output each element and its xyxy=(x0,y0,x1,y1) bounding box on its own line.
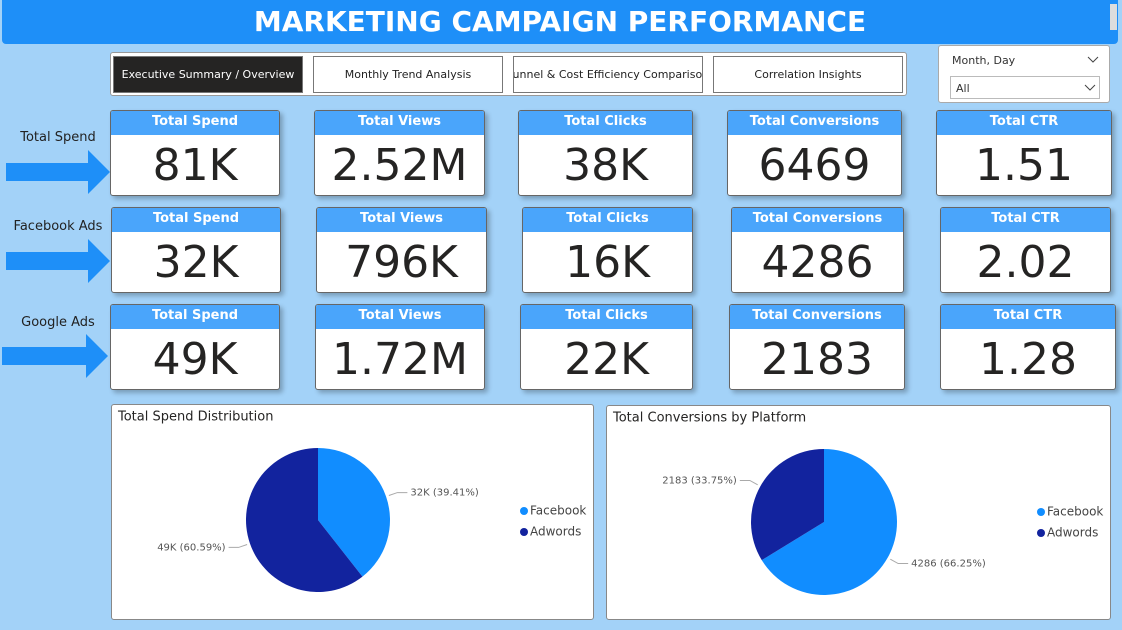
data-label: 2183 (33.75%) xyxy=(662,475,737,486)
kpi-title: Total Spend xyxy=(111,111,279,135)
tab[interactable]: Correlation Insights xyxy=(713,56,903,93)
kpi-value: 796K xyxy=(345,237,458,288)
slicer: Month, Day All xyxy=(938,45,1110,103)
kpi-title: Total Clicks xyxy=(519,111,692,135)
kpi-value: 2183 xyxy=(761,334,873,385)
kpi-card: Total Views 2.52M xyxy=(314,110,485,196)
kpi-card: Total CTR 2.02 xyxy=(940,207,1111,293)
slicer-value: All xyxy=(956,82,970,95)
kpi-title: Total Views xyxy=(316,305,484,329)
kpi-card: Total Spend 81K xyxy=(110,110,280,196)
legend-marker xyxy=(520,528,528,536)
kpi-title: Total Clicks xyxy=(523,208,692,232)
tab-bar: Executive Summary / Overview Monthly Tre… xyxy=(110,52,907,96)
kpi-title: Total Views xyxy=(317,208,486,232)
kpi-value: 81K xyxy=(152,140,238,191)
pie-slice xyxy=(751,449,824,561)
slicer-label: Month, Day xyxy=(952,54,1016,67)
legend-label: Facebook xyxy=(1047,505,1103,519)
leader-line xyxy=(739,479,758,486)
kpi-value: 49K xyxy=(152,334,238,385)
row-label: Facebook Ads xyxy=(13,219,103,234)
kpi-value: 1.28 xyxy=(979,334,1077,385)
tab[interactable]: Monthly Trend Analysis xyxy=(313,56,503,93)
kpi-card: Total Views 796K xyxy=(316,207,487,293)
tab[interactable]: Funnel & Cost Efficiency Comparison xyxy=(513,56,703,93)
data-label: 32K (39.41%) xyxy=(410,488,478,499)
data-label: 4286 (66.25%) xyxy=(911,559,986,570)
kpi-value: 16K xyxy=(565,237,650,288)
legend-label: Facebook xyxy=(530,504,586,518)
arrow xyxy=(6,239,110,283)
kpi-value: 2.02 xyxy=(976,237,1075,288)
kpi-card: Total Clicks 16K xyxy=(522,207,693,293)
kpi-card: Total Views 1.72M xyxy=(315,304,485,390)
kpi-card: Total Clicks 22K xyxy=(520,304,693,390)
kpi-value: 38K xyxy=(563,140,648,191)
kpi-title: Total CTR xyxy=(937,111,1111,135)
kpi-card: Total Clicks 38K xyxy=(518,110,693,196)
slicer-dropdown[interactable]: All xyxy=(950,76,1100,99)
kpi-value: 2.52M xyxy=(331,140,468,191)
kpi-card: Total Conversions 4286 xyxy=(731,207,904,293)
row-label: Google Ads xyxy=(21,315,95,330)
data-label: 49K (60.59%) xyxy=(157,542,225,553)
pie-slice xyxy=(318,448,390,577)
kpi-card: Total Conversions 2183 xyxy=(729,304,905,390)
kpi-title: Total CTR xyxy=(941,208,1110,232)
kpi-value: 4286 xyxy=(761,237,874,288)
row-label: Total Spend xyxy=(20,130,96,145)
kpi-title: Total Spend xyxy=(112,208,280,232)
kpi-card: Total CTR 1.51 xyxy=(936,110,1112,196)
leader-line xyxy=(890,558,909,565)
leader-line xyxy=(228,544,248,548)
kpi-title: Total Spend xyxy=(111,305,279,329)
kpi-value: 32K xyxy=(153,237,239,288)
kpi-title: Total Conversions xyxy=(728,111,901,135)
kpi-title: Total Conversions xyxy=(730,305,904,329)
chart-title: Total Conversions by Platform xyxy=(612,411,806,426)
kpi-title: Total Conversions xyxy=(732,208,903,232)
legend-marker xyxy=(1037,508,1045,516)
legend-marker xyxy=(520,507,528,515)
pie-slice xyxy=(761,449,897,595)
kpi-value: 6469 xyxy=(758,140,871,191)
kpi-title: Total Views xyxy=(315,111,484,135)
chart-title: Total Spend Distribution xyxy=(117,410,273,425)
kpi-title: Total CTR xyxy=(941,305,1115,329)
tab[interactable]: Executive Summary / Overview xyxy=(113,56,303,93)
kpi-card: Total Spend 32K xyxy=(111,207,281,293)
scrollbar[interactable] xyxy=(1110,4,1117,30)
chevron xyxy=(1084,84,1096,91)
kpi-value: 1.72M xyxy=(332,334,468,385)
kpi-value: 22K xyxy=(564,334,649,385)
kpi-card: Total CTR 1.28 xyxy=(940,304,1116,390)
arrow xyxy=(6,150,110,194)
kpi-card: Total Spend 49K xyxy=(110,304,280,390)
arrow xyxy=(2,334,108,378)
leader-line xyxy=(388,492,408,496)
pie-slice xyxy=(246,448,363,592)
kpi-card: Total Conversions 6469 xyxy=(727,110,902,196)
legend-label: Adwords xyxy=(1047,526,1098,540)
arrows xyxy=(2,150,110,378)
kpi-title: Total Clicks xyxy=(521,305,692,329)
chevron[interactable] xyxy=(1087,56,1099,64)
header-title: MARKETING CAMPAIGN PERFORMANCE xyxy=(2,0,1118,44)
legend-marker xyxy=(1037,529,1045,537)
legend-label: Adwords xyxy=(530,525,581,539)
kpi-value: 1.51 xyxy=(975,140,1073,191)
